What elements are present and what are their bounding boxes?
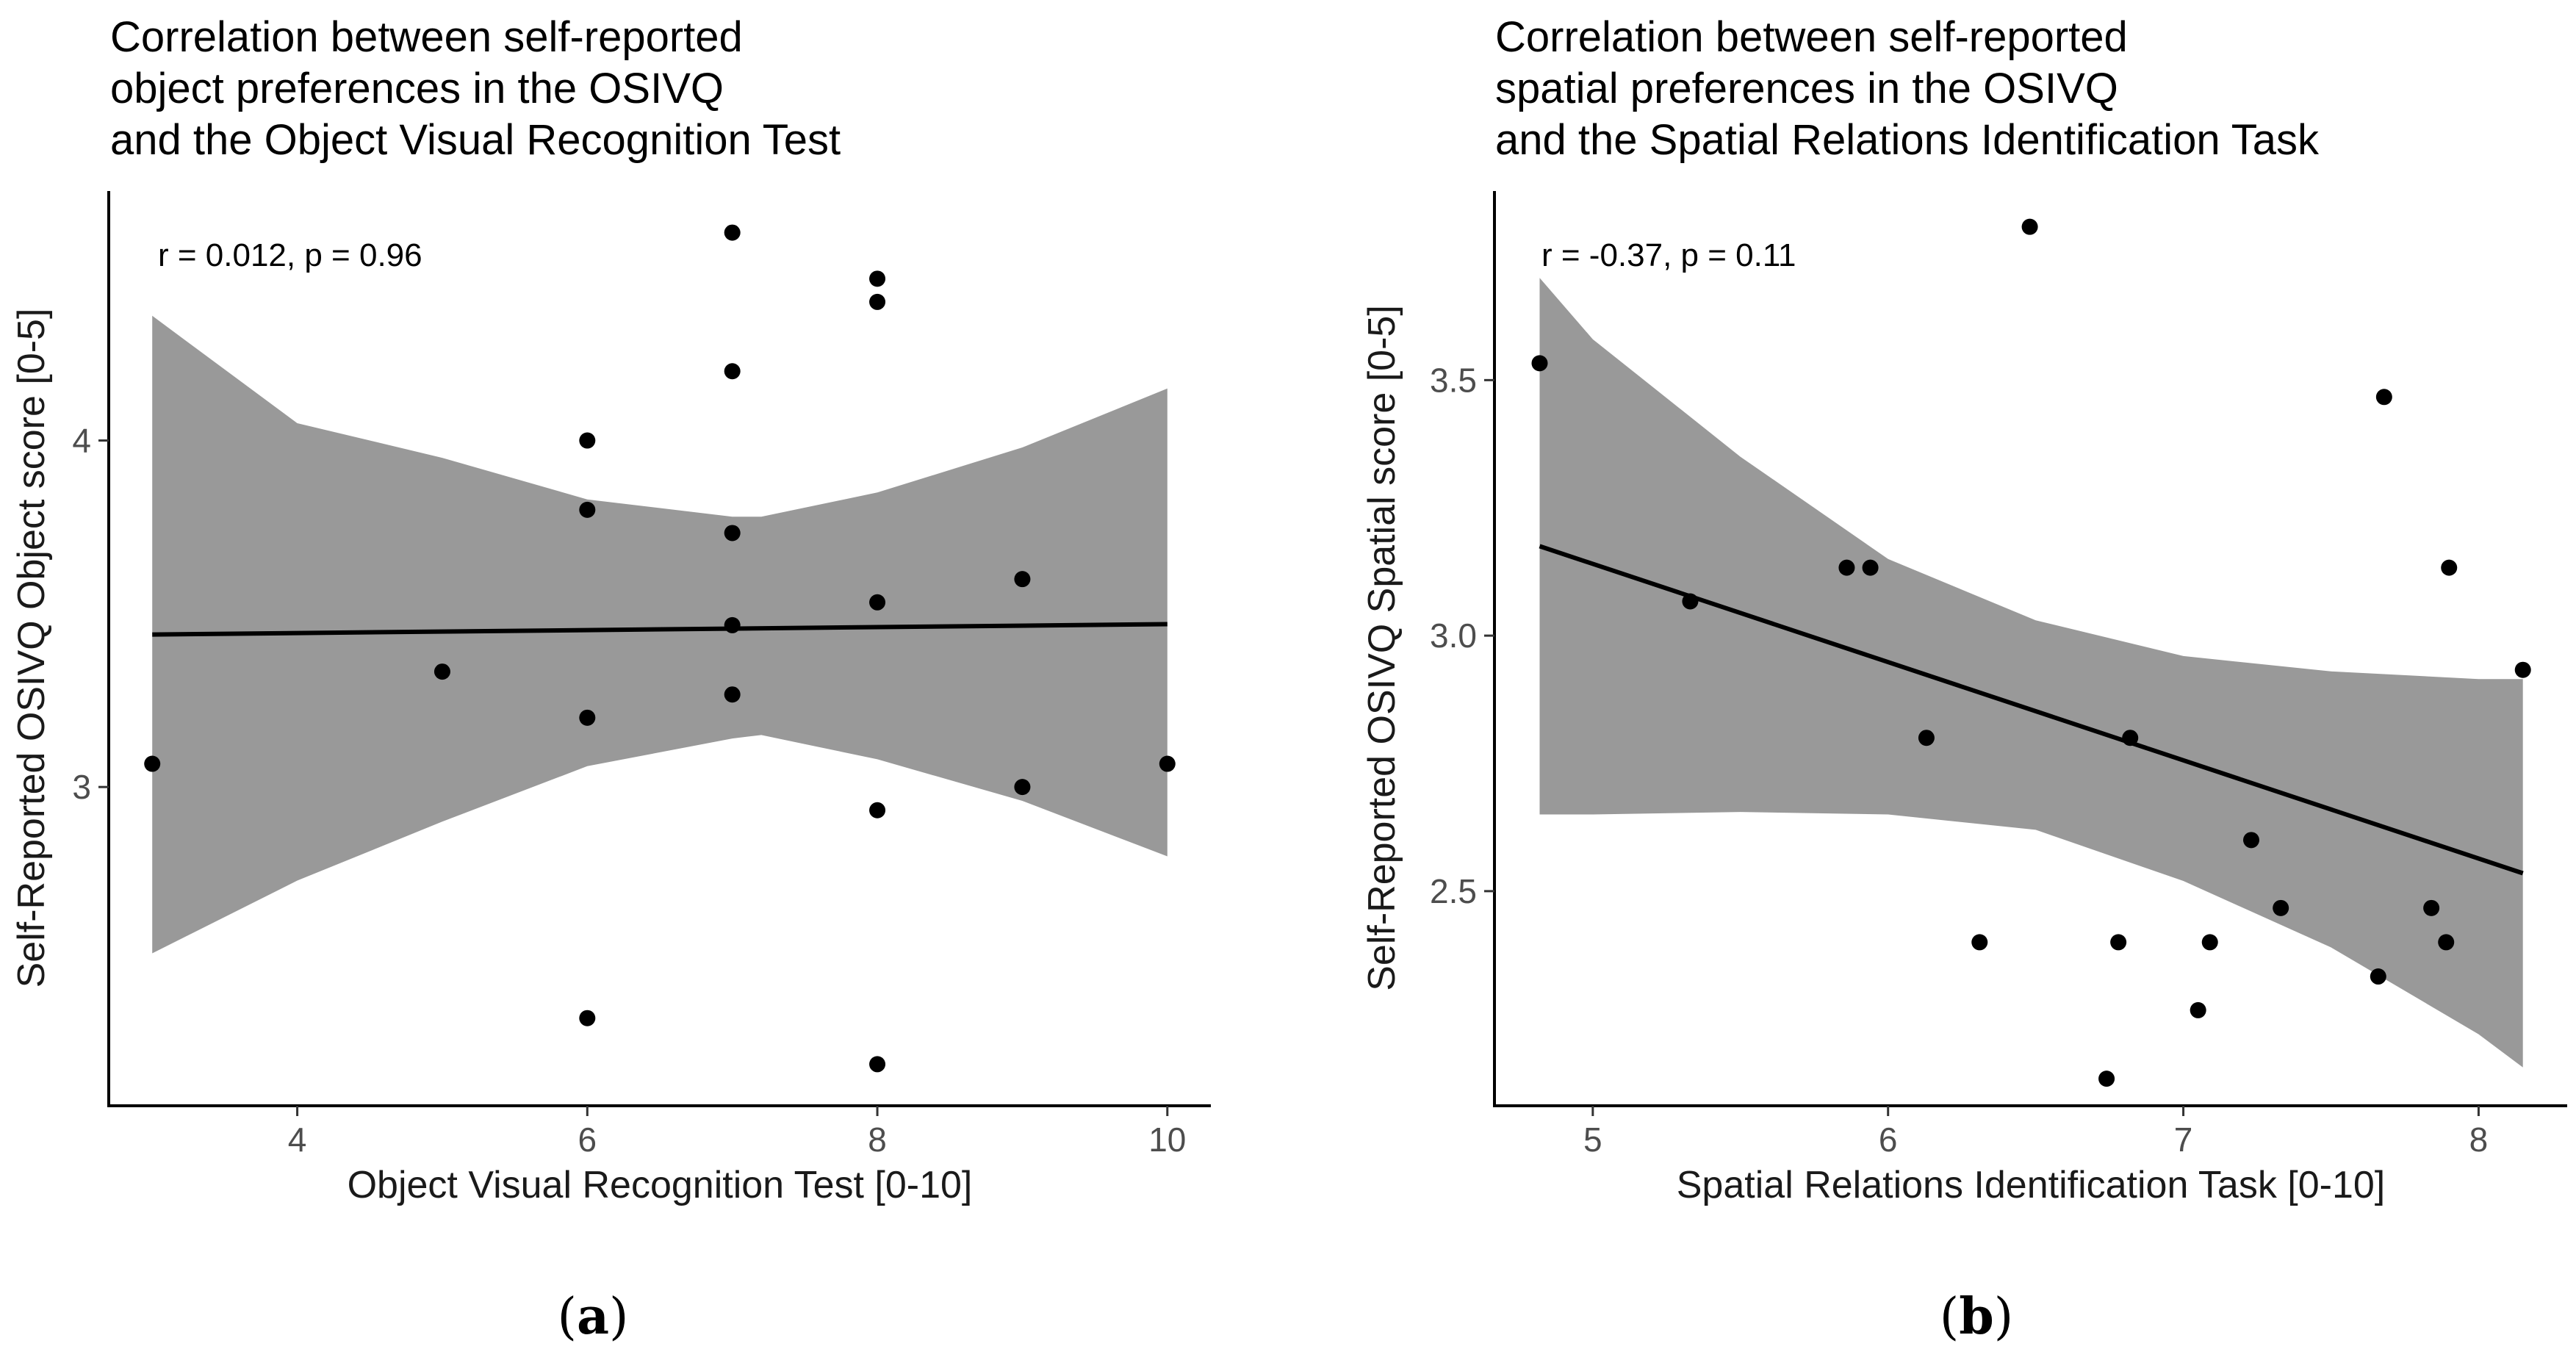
data-point: [1862, 559, 1879, 576]
chart-title-line-3: and the Spatial Relations Identification…: [1495, 116, 2320, 164]
data-point: [579, 501, 596, 518]
chart-title-line-2: object preferences in the OSIVQ: [110, 65, 724, 112]
chart-title-line-1: Correlation between self-reported: [1495, 13, 2128, 61]
data-point: [1014, 779, 1031, 796]
data-points: [144, 224, 1176, 1073]
data-point: [1531, 355, 1548, 372]
chart-title-line-1: Correlation between self-reported: [110, 13, 743, 61]
correlation-annotation: r = -0.37, p = 0.11: [1541, 237, 1796, 273]
data-point: [724, 224, 741, 241]
correlation-annotation: r = 0.012, p = 0.96: [158, 237, 422, 273]
y-axis-label: Self-Reported OSIVQ Object score [0-5]: [10, 309, 53, 988]
x-tick-label: 6: [578, 1120, 597, 1159]
confidence-band-layer: [1539, 278, 2523, 1068]
x-tick-label: 5: [1583, 1120, 1602, 1159]
data-point: [724, 363, 741, 380]
data-point: [2110, 934, 2127, 951]
panel-letter: a: [577, 1287, 609, 1346]
data-point: [1918, 730, 1935, 746]
data-point: [869, 802, 886, 818]
y-axis-ticks: 34: [72, 422, 109, 806]
regression-line-layer: [152, 622, 1168, 637]
y-axis-ticks: 2.5 3.0 3.5: [1430, 361, 1494, 910]
data-point: [2514, 661, 2531, 678]
data-point: [1014, 571, 1031, 588]
data-point: [1682, 593, 1699, 610]
x-tick-label: 4: [288, 1120, 307, 1159]
y-tick-label: 3: [72, 768, 91, 806]
data-point: [2122, 730, 2139, 746]
regression-line: [152, 622, 1168, 637]
data-point: [2438, 934, 2455, 951]
y-tick-label: 3.5: [1430, 361, 1477, 399]
y-tick-label: 2.5: [1430, 872, 1477, 910]
data-point: [1838, 559, 1855, 576]
data-point: [2273, 899, 2289, 916]
data-point: [869, 293, 886, 310]
panel-label: (a): [557, 1287, 628, 1346]
data-point: [1971, 934, 1988, 951]
data-point: [724, 616, 741, 633]
data-points: [1531, 218, 2531, 1087]
x-axis-label: Spatial Relations Identification Task [0…: [1677, 1164, 2386, 1206]
data-point: [433, 663, 450, 680]
regression-line-layer: [1539, 544, 2524, 876]
x-axis-label: Object Visual Recognition Test [0-10]: [348, 1164, 973, 1206]
y-axis-label: Self-Reported OSIVQ Spatial score [0-5]: [1361, 305, 1403, 991]
confidence-band-layer: [152, 315, 1168, 954]
data-point: [869, 1056, 886, 1073]
chart-title-line-3: and the Object Visual Recognition Test: [110, 116, 841, 164]
x-tick-label: 6: [1879, 1120, 1898, 1159]
chart-title-line-2: spatial preferences in the OSIVQ: [1495, 65, 2118, 112]
data-point: [2370, 968, 2386, 985]
y-tick-label: 4: [72, 422, 91, 460]
data-point: [2201, 934, 2218, 951]
data-point: [724, 525, 741, 542]
data-point: [1159, 755, 1176, 772]
data-point: [2423, 899, 2440, 916]
data-point: [144, 755, 161, 772]
data-point: [869, 594, 886, 611]
confidence-band: [1539, 278, 2523, 1068]
regression-line: [1539, 544, 2524, 876]
data-point: [2021, 218, 2038, 235]
data-point: [2242, 832, 2259, 849]
data-point: [2441, 559, 2458, 576]
confidence-band: [152, 315, 1168, 954]
data-point: [579, 709, 596, 726]
x-tick-label: 8: [868, 1120, 887, 1159]
data-point: [2375, 389, 2392, 406]
data-point: [2190, 1001, 2206, 1018]
panel-b: Correlation between self-reported spatia…: [1361, 13, 2567, 1346]
y-tick-label: 3.0: [1430, 616, 1477, 655]
data-point: [579, 432, 596, 449]
panel-label: (b): [1940, 1287, 2014, 1346]
data-point: [869, 270, 886, 287]
panel-letter: b: [1959, 1287, 1994, 1346]
x-axis-ticks: 4 6 8 10: [288, 1106, 1186, 1159]
data-point: [2098, 1071, 2115, 1087]
x-tick-label: 10: [1148, 1120, 1186, 1159]
x-tick-label: 8: [2469, 1120, 2489, 1159]
panel-a: Correlation between self-reported object…: [10, 13, 1211, 1346]
data-point: [724, 686, 741, 703]
x-tick-label: 7: [2174, 1120, 2193, 1159]
data-point: [579, 1010, 596, 1026]
x-axis-ticks: 5 6 7 8: [1583, 1106, 2488, 1159]
